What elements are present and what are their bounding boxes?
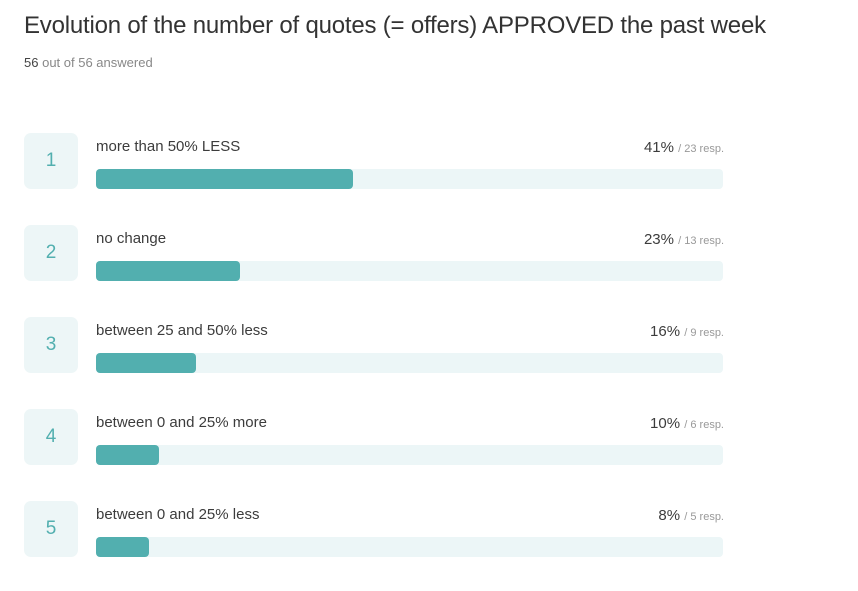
progress-fill bbox=[96, 261, 241, 281]
progress-track bbox=[96, 537, 723, 557]
option-stat: 41% / 23 resp. bbox=[644, 139, 724, 156]
option-percent: 8% bbox=[658, 507, 681, 524]
progress-track bbox=[96, 169, 723, 189]
option-responses: / 9 resp. bbox=[684, 327, 724, 339]
option-stat: 23% / 13 resp. bbox=[644, 231, 724, 248]
progress-fill bbox=[96, 169, 354, 189]
option-index: 4 bbox=[24, 409, 78, 465]
option-index: 1 bbox=[24, 133, 78, 189]
option-stat: 10% / 6 resp. bbox=[650, 415, 724, 432]
answered-text: out of 56 answered bbox=[42, 55, 153, 70]
option-index: 3 bbox=[24, 317, 78, 373]
option-row: 2 no change 23% / 13 resp. bbox=[24, 225, 724, 283]
option-index: 2 bbox=[24, 225, 78, 281]
option-stat: 16% / 9 resp. bbox=[650, 323, 724, 340]
question-title: Evolution of the number of quotes (= off… bbox=[24, 12, 766, 39]
option-label: between 25 and 50% less bbox=[96, 322, 268, 339]
option-label: no change bbox=[96, 230, 167, 247]
option-label: between 0 and 25% more bbox=[96, 414, 267, 431]
progress-track bbox=[96, 445, 723, 465]
option-responses: / 23 resp. bbox=[678, 143, 724, 155]
option-index: 5 bbox=[24, 501, 78, 557]
option-row: 1 more than 50% LESS 41% / 23 resp. bbox=[24, 133, 724, 191]
option-row: 3 between 25 and 50% less 16% / 9 resp. bbox=[24, 317, 724, 375]
option-percent: 16% bbox=[650, 323, 681, 340]
progress-fill bbox=[96, 537, 150, 557]
answered-count: 56 out of 56 answered bbox=[24, 55, 153, 70]
option-percent: 41% bbox=[643, 139, 674, 156]
option-label: more than 50% LESS bbox=[96, 138, 241, 155]
progress-track bbox=[96, 353, 723, 373]
option-label: between 0 and 25% less bbox=[96, 506, 260, 523]
option-percent: 23% bbox=[643, 231, 674, 248]
option-responses: / 5 resp. bbox=[684, 511, 724, 523]
option-percent: 10% bbox=[650, 415, 681, 432]
progress-fill bbox=[96, 353, 197, 373]
progress-track bbox=[96, 261, 723, 281]
option-responses: / 13 resp. bbox=[678, 235, 724, 247]
option-responses: / 6 resp. bbox=[684, 419, 724, 431]
option-row: 4 between 0 and 25% more 10% / 6 resp. bbox=[24, 409, 724, 467]
option-stat: 8% / 5 resp. bbox=[658, 507, 724, 524]
option-row: 5 between 0 and 25% less 8% / 5 resp. bbox=[24, 501, 724, 559]
answered-number: 56 bbox=[24, 55, 39, 70]
progress-fill bbox=[96, 445, 159, 465]
